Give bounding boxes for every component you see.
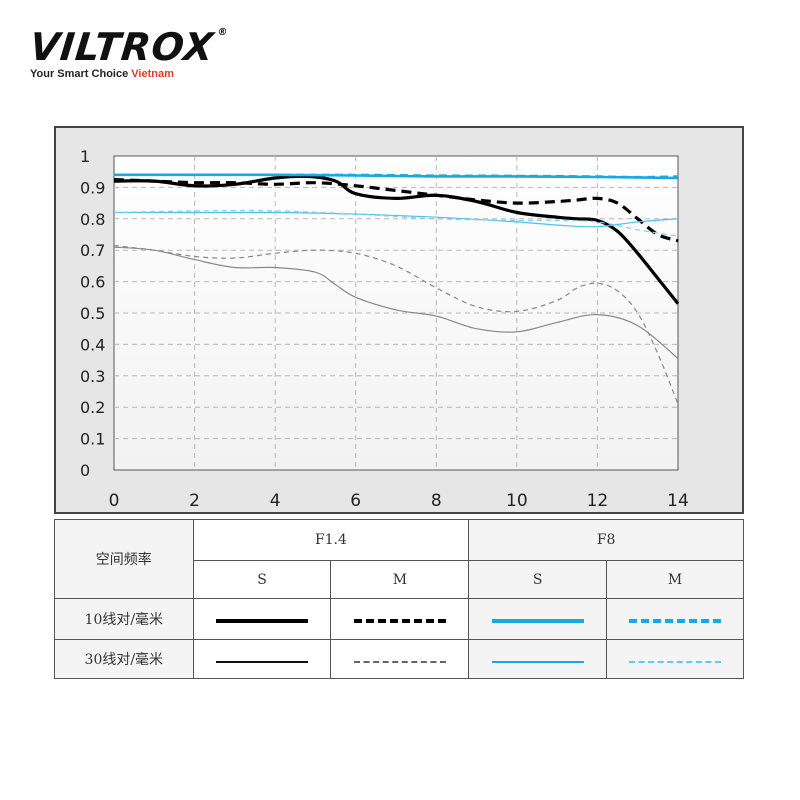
y-tick-label: 0.9 xyxy=(80,178,105,197)
legend-swatch-f14-10-s xyxy=(192,598,332,640)
y-tick-label: 0.2 xyxy=(80,398,105,417)
series-line-F14-30-m xyxy=(113,244,679,405)
legend-swatch-f8-30-m xyxy=(606,639,744,679)
y-axis-ticks: 0 0.1 0.2 0.3 0.4 0.5 0.6 0.7 0.8 0.9 1 xyxy=(80,147,105,480)
legend-swatch-f8-10-m xyxy=(606,598,744,640)
y-tick-label: 0.1 xyxy=(80,430,105,449)
x-tick-label: 10 xyxy=(506,491,528,511)
legend-swatch-f14-30-m xyxy=(330,639,470,679)
y-tick-label: 0 xyxy=(80,461,90,480)
legend-swatch-f14-30-s xyxy=(192,639,332,679)
x-tick-label: 6 xyxy=(350,491,361,511)
y-tick-label: 0.3 xyxy=(80,367,105,386)
tagline-suffix: Vietnam xyxy=(131,68,174,80)
series-line-F14-10-m xyxy=(113,178,679,243)
legend-type-f8-m: M xyxy=(606,560,744,599)
x-tick-label: 0 xyxy=(109,491,120,511)
x-tick-label: 14 xyxy=(667,491,689,511)
legend-header-label: 空间频率 xyxy=(54,519,194,599)
legend-swatch-f8-10-s xyxy=(468,598,608,640)
legend-type-f14-m: M xyxy=(330,560,470,599)
y-tick-label: 1 xyxy=(80,147,90,166)
legend-swatch-f14-10-m xyxy=(330,598,470,640)
legend-type-f8-s: S xyxy=(468,560,608,599)
legend-aperture-f8: F8 xyxy=(468,519,744,561)
x-tick-label: 4 xyxy=(270,491,281,511)
series-group xyxy=(113,173,680,405)
swatch-line xyxy=(629,619,722,623)
legend-swatch-f8-30-s xyxy=(468,639,608,679)
swatch-line xyxy=(629,661,722,663)
x-axis-ticks: 0 2 4 6 8 10 12 14 xyxy=(109,491,689,511)
x-tick-label: 2 xyxy=(189,491,200,511)
swatch-line xyxy=(491,619,584,623)
x-tick-label: 12 xyxy=(587,491,609,511)
series-line-F14-30-s xyxy=(113,246,679,359)
y-tick-label: 0.4 xyxy=(80,335,105,354)
swatch-line xyxy=(353,661,446,663)
series-line-F8-10-m xyxy=(114,173,679,179)
y-tick-label: 0.8 xyxy=(80,210,105,229)
y-tick-label: 0.5 xyxy=(80,304,105,323)
y-tick-label: 0.7 xyxy=(80,241,105,260)
legend-aperture-f14: F1.4 xyxy=(192,519,470,561)
legend-type-f14-s: S xyxy=(192,560,332,599)
swatch-line xyxy=(491,661,584,663)
legend-row-label-10: 10线对/毫米 xyxy=(54,598,194,640)
grid-lines xyxy=(114,156,678,470)
legend-table: 空间频率 F1.4 F8 S M S M 10线对/毫米 30线对/毫米 xyxy=(54,519,744,679)
swatch-line xyxy=(216,661,309,663)
logo-tagline: Your Smart Choice Vietnam xyxy=(30,68,227,80)
y-tick-label: 0.6 xyxy=(80,273,105,292)
series-line-F8-30-s xyxy=(113,211,679,228)
x-tick-label: 8 xyxy=(431,491,442,511)
legend-row-label-30: 30线对/毫米 xyxy=(54,639,194,679)
series-line-F8-30-m xyxy=(113,210,679,237)
swatch-line xyxy=(353,619,446,623)
viltrox-logo: VILTROX® Your Smart Choice Vietnam xyxy=(28,25,229,80)
tagline-prefix: Your Smart Choice xyxy=(30,68,129,80)
swatch-line xyxy=(216,619,309,623)
